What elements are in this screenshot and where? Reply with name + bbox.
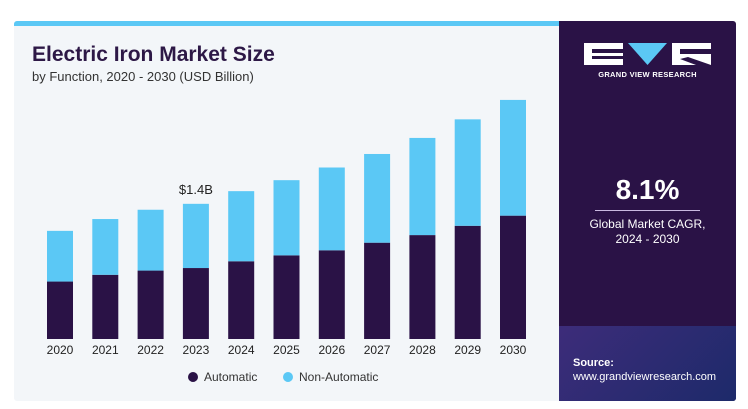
bar-non-automatic-2020 [47,230,73,282]
x-tick-label-2029: 2029 [454,343,481,357]
bar-non-automatic-2028 [409,137,436,236]
bar-non-automatic-2026 [318,167,345,251]
bar-non-automatic-2024 [228,191,255,262]
chart-card: Electric Iron Market Size by Function, 2… [14,21,736,401]
x-tick-label-2026: 2026 [318,343,345,357]
sidebar-panel: GRAND VIEW RESEARCH 8.1% Global Market C… [559,21,736,401]
bar-non-automatic-2027 [364,153,391,243]
grand-view-research-logo [584,43,711,65]
data-label-2023: $1.4B [179,182,213,197]
bar-automatic-2020 [47,281,73,339]
bar-automatic-2029 [454,225,481,339]
source-url[interactable]: www.grandviewresearch.com [573,371,717,383]
cagr-label: Global Market CAGR, 2024 - 2030 [559,217,736,247]
x-tick-label-2021: 2021 [92,343,119,357]
bar-non-automatic-2029 [454,119,481,226]
legend-label-automatic: Automatic [204,370,258,384]
cagr-label-line2: 2024 - 2030 [615,232,680,246]
bar-non-automatic-2023 [182,203,209,269]
bar-automatic-2023 [182,268,209,339]
x-tick-label-2023: 2023 [183,343,210,357]
bar-non-automatic-2030 [500,99,526,216]
bar-automatic-2025 [273,255,300,339]
bar-non-automatic-2022 [137,209,164,271]
cagr-label-line1: Global Market CAGR, [589,217,706,231]
legend-swatch-non-automatic [283,372,293,382]
bar-chart: 2020 2021 2022 2023 2024 2025 2026 2027 2028 2029… [47,99,527,357]
bar-automatic-2030 [500,215,526,339]
x-tick-label-2025: 2025 [273,343,300,357]
bar-automatic-2027 [364,242,391,339]
accent-bar [14,21,559,26]
source-block: Source: www.grandviewresearch.com [573,356,716,384]
x-tick-label-2028: 2028 [409,343,436,357]
legend-swatch-automatic [188,372,198,382]
bar-non-automatic-2021 [92,219,119,275]
logo-text: GRAND VIEW RESEARCH [598,70,697,79]
legend-item-automatic: Automatic [188,370,257,384]
legend-label-non-automatic: Non-Automatic [299,370,379,384]
bar-automatic-2026 [318,250,345,339]
x-tick-label-2020: 2020 [47,343,74,357]
bar-automatic-2028 [409,235,436,339]
bar-automatic-2024 [228,261,255,339]
cagr-value: 8.1% [615,174,680,205]
legend-item-non-automatic: Non-Automatic [283,370,378,384]
x-tick-label-2022: 2022 [137,343,164,357]
bar-automatic-2022 [137,270,164,339]
bar-automatic-2021 [92,274,119,339]
chart-subtitle: by Function, 2020 - 2030 (USD Billion) [32,69,254,84]
cagr-divider [595,210,700,211]
x-tick-label-2024: 2024 [228,343,255,357]
source-label: Source: [573,357,614,369]
source-panel [559,326,736,401]
x-tick-label-2027: 2027 [364,343,391,357]
bar-non-automatic-2025 [273,180,300,256]
chart-title: Electric Iron Market Size [32,43,275,66]
x-tick-label-2030: 2030 [500,343,527,357]
